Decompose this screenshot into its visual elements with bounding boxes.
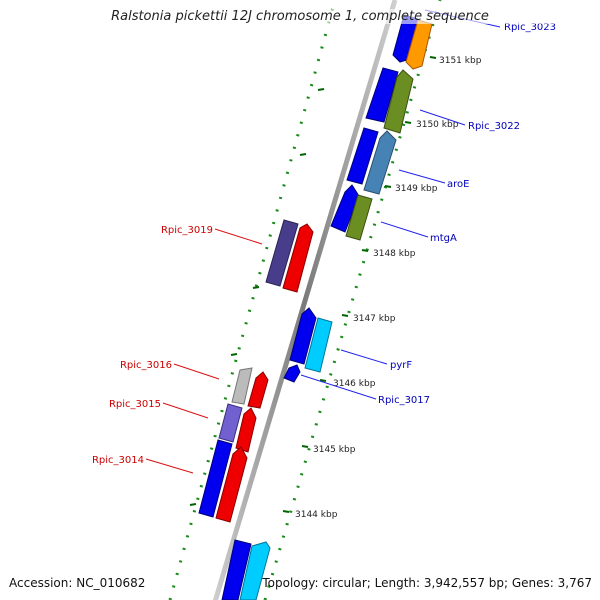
gene-rpic-3019-slate[interactable] [265,219,299,287]
gene-orange-rpic-3023[interactable] [405,19,433,70]
gene-label-rpic-3019[interactable]: Rpic_3019 [161,225,213,236]
gene-aroE-steelblue[interactable] [363,130,397,195]
gene-label-rpic-3017[interactable]: Rpic_3017 [378,395,430,406]
gene-pyrF-cyan[interactable] [304,317,333,373]
gene-mtgA-olive[interactable] [345,194,373,241]
leader-lines-forward [300,9,501,400]
gene-rpic-3019-red[interactable] [282,223,314,293]
gene-labels-reverse: Rpic_3019 Rpic_3016 Rpic_3015 Rpic_3014 [92,225,213,466]
kbp-label: 3148 kbp [373,249,416,259]
gene-rpic-3016-red[interactable] [247,371,269,409]
gene-rpic-3015-slate[interactable] [218,403,243,443]
gene-pyrF-blue[interactable] [289,307,317,365]
gene-label-rpic-3015[interactable]: Rpic_3015 [109,399,161,410]
map-title: Ralstonia pickettii 12J chromosome 1, co… [0,9,600,24]
gene-label-pyrF[interactable]: pyrF [390,360,412,371]
gene-bottom-blue[interactable] [221,539,252,600]
gene-rpic-3016-gray[interactable] [231,367,253,405]
gene-rpic-3017-blue[interactable] [283,364,301,383]
gene-labels-forward: Rpic_3023 Rpic_3022 aroE mtgA pyrF Rpic_… [378,22,556,406]
reverse-strand-genes [198,219,314,523]
gene-mtgA-blue[interactable] [330,184,360,233]
gene-label-rpic-3016[interactable]: Rpic_3016 [120,360,172,371]
gene-aroE-blue[interactable] [346,127,379,185]
accession-label: Accession: NC_010682 [9,576,146,590]
gene-rpic-3015-red[interactable] [235,407,257,453]
gene-label-rpic-3014[interactable]: Rpic_3014 [92,455,144,466]
backbone-line [212,0,398,600]
gene-label-mtgA[interactable]: mtgA [430,233,457,244]
gene-rpic-3022-blue[interactable] [365,67,399,123]
right-dotted-track [263,0,442,600]
gene-bottom-cyan[interactable] [239,541,271,600]
gene-rpic-3014-blue[interactable] [198,439,233,518]
kbp-label: 3145 kbp [313,445,356,455]
gene-label-rpic-3023[interactable]: Rpic_3023 [504,22,556,33]
scale-ticks [189,56,437,513]
gene-rpic-3022-olive[interactable] [383,69,414,134]
kbp-label: 3147 kbp [353,314,396,324]
forward-strand-genes [221,14,433,600]
leader-lines-reverse [145,228,263,474]
kbp-label: 3144 kbp [295,510,338,520]
kbp-label: 3151 kbp [439,56,482,66]
gene-label-rpic-3022[interactable]: Rpic_3022 [468,121,520,132]
kbp-labels: 3151 kbp 3150 kbp 3149 kbp 3148 kbp 3147… [295,56,482,520]
kbp-label: 3149 kbp [395,184,438,194]
kbp-label: 3150 kbp [416,120,459,130]
kbp-label: 3146 kbp [333,379,376,389]
gene-rpic-3014-red[interactable] [215,446,248,523]
topology-label: Topology: circular; Length: 3,942,557 bp… [262,576,592,590]
gene-label-aroE[interactable]: aroE [447,179,469,190]
